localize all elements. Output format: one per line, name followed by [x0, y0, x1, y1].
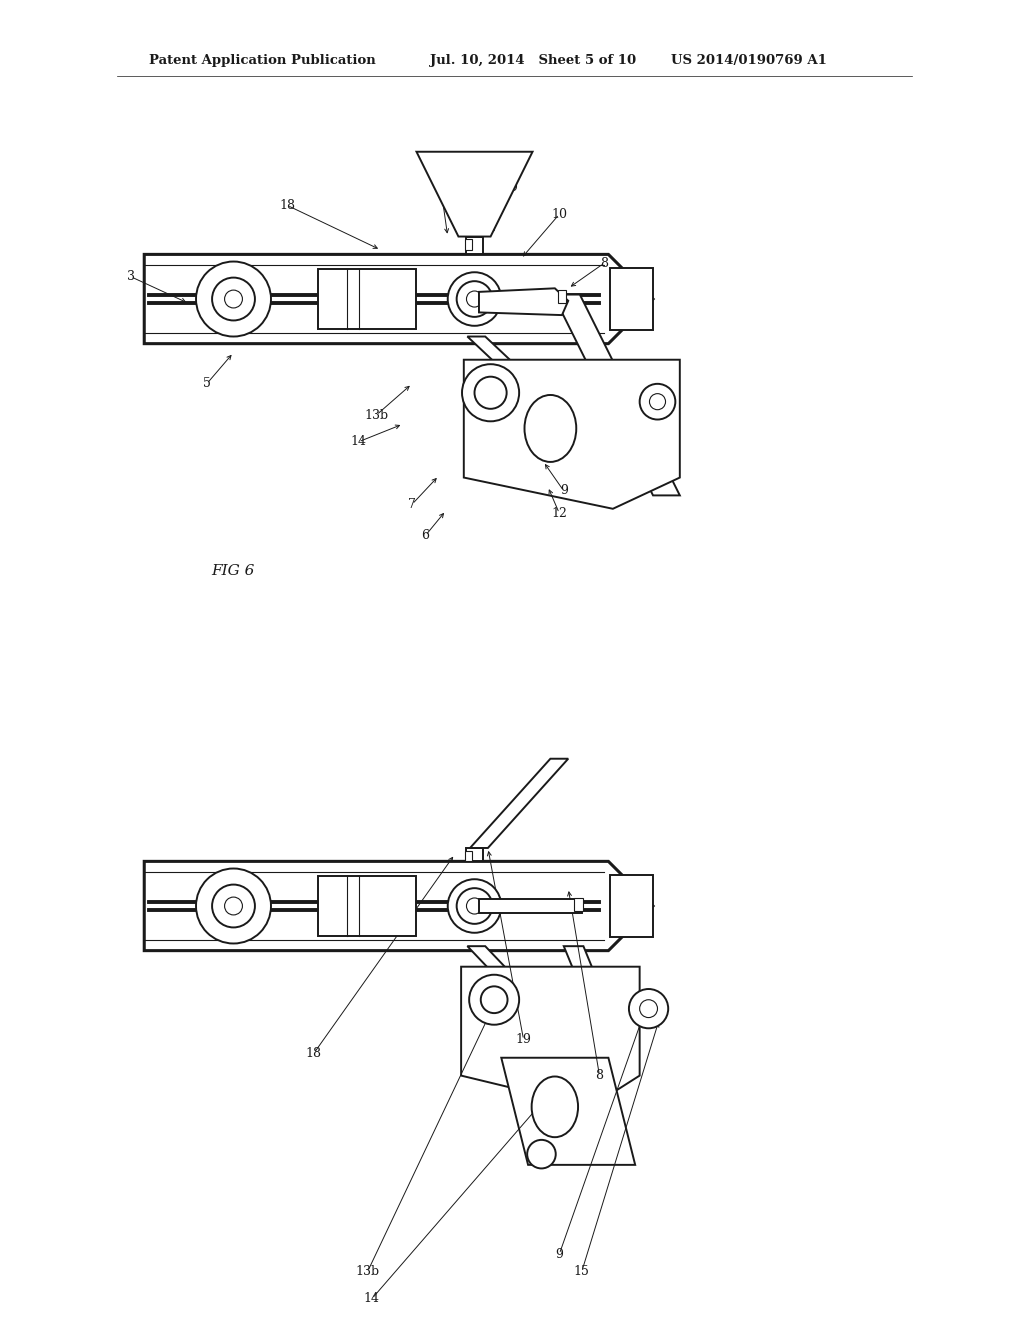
Polygon shape — [467, 946, 608, 1076]
Circle shape — [196, 869, 271, 944]
Circle shape — [212, 884, 255, 928]
Polygon shape — [564, 946, 622, 1040]
Circle shape — [640, 999, 657, 1018]
Polygon shape — [502, 1057, 635, 1164]
Circle shape — [469, 974, 519, 1024]
Text: 19: 19 — [516, 1034, 531, 1047]
Polygon shape — [479, 899, 582, 913]
Text: 3: 3 — [127, 271, 135, 284]
Text: Patent Application Publication: Patent Application Publication — [148, 54, 376, 67]
Polygon shape — [467, 337, 640, 482]
Text: 15: 15 — [573, 1266, 590, 1279]
Bar — [318, 875, 417, 936]
Bar — [318, 269, 417, 330]
Polygon shape — [479, 288, 568, 315]
Bar — [465, 850, 472, 862]
Text: 18: 18 — [306, 1047, 322, 1060]
Circle shape — [474, 376, 507, 409]
Text: US 2014/0190769 A1: US 2014/0190769 A1 — [671, 54, 826, 67]
Circle shape — [640, 384, 676, 420]
Text: 14: 14 — [364, 1292, 380, 1305]
Circle shape — [196, 261, 271, 337]
Text: 6: 6 — [422, 529, 429, 543]
Bar — [610, 268, 653, 330]
Polygon shape — [470, 759, 568, 847]
Text: 9: 9 — [560, 484, 567, 498]
Circle shape — [462, 364, 519, 421]
Circle shape — [447, 272, 502, 326]
Text: 19: 19 — [503, 181, 518, 194]
Bar — [574, 898, 584, 911]
Text: 8: 8 — [596, 1069, 603, 1082]
Bar — [465, 239, 472, 249]
Text: Jul. 10, 2014   Sheet 5 of 10: Jul. 10, 2014 Sheet 5 of 10 — [430, 54, 636, 67]
Polygon shape — [144, 862, 653, 950]
Circle shape — [467, 290, 482, 308]
Text: 13b: 13b — [355, 1266, 380, 1279]
Circle shape — [527, 1140, 556, 1168]
Bar — [467, 847, 482, 862]
Circle shape — [212, 277, 255, 321]
Polygon shape — [417, 152, 532, 236]
Circle shape — [629, 989, 669, 1028]
Text: 11b: 11b — [427, 168, 451, 181]
Bar — [610, 875, 653, 937]
Text: 5: 5 — [203, 378, 211, 391]
Circle shape — [457, 888, 493, 924]
Circle shape — [224, 290, 243, 308]
Text: 7: 7 — [409, 498, 416, 511]
Text: FIG 6: FIG 6 — [211, 564, 255, 578]
Ellipse shape — [531, 1077, 579, 1138]
Circle shape — [649, 393, 666, 409]
Text: 12: 12 — [551, 507, 567, 520]
Circle shape — [480, 986, 508, 1014]
Polygon shape — [144, 255, 653, 343]
Ellipse shape — [524, 395, 577, 462]
Text: 10: 10 — [551, 207, 567, 220]
Polygon shape — [461, 966, 640, 1107]
Bar — [467, 236, 482, 255]
Text: 14: 14 — [350, 436, 367, 449]
Polygon shape — [464, 360, 680, 508]
Circle shape — [447, 879, 502, 933]
Text: 13b: 13b — [365, 409, 388, 421]
Text: 18: 18 — [280, 199, 295, 211]
Circle shape — [467, 898, 482, 913]
Circle shape — [457, 281, 493, 317]
Circle shape — [224, 898, 243, 915]
Polygon shape — [553, 294, 680, 495]
Text: 8: 8 — [600, 257, 608, 269]
Bar — [557, 290, 566, 304]
Text: 9: 9 — [555, 1247, 563, 1261]
